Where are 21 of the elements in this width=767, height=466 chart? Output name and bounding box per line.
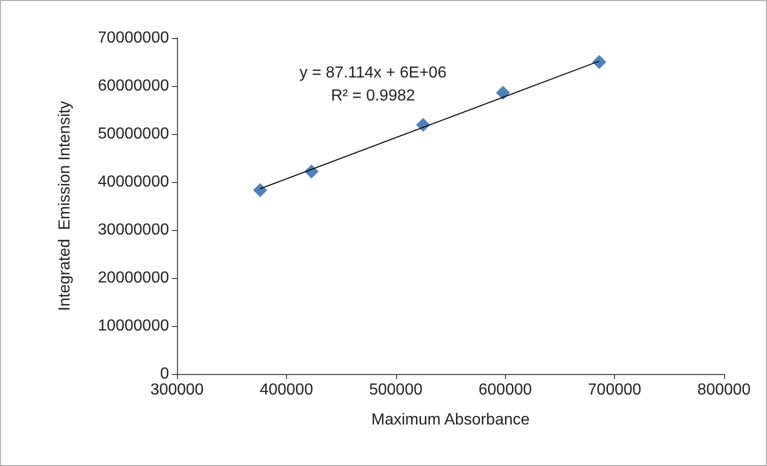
point [253, 183, 268, 198]
y-tick-label: 10000000 [98, 318, 170, 334]
annotation: y = 87.114x + 6E+06 [300, 64, 447, 82]
y-tick-label: 40000000 [98, 174, 170, 190]
x-tick-label: 400000 [260, 382, 314, 398]
x-tick-label: 500000 [369, 382, 423, 398]
x-axis-title: Maximum Absorbance [371, 412, 530, 428]
point [496, 86, 510, 100]
point [592, 55, 606, 69]
y-tick-label: 20000000 [98, 270, 170, 286]
y-tick-label: 0 [160, 366, 170, 382]
annotation: R² = 0.9982 [330, 88, 416, 104]
y-tick-label: 70000000 [98, 30, 170, 46]
x-tick-label: 800000 [697, 382, 751, 398]
x-tick-label: 700000 [588, 382, 642, 398]
y-axis-title: Integrated Emission Intensity [56, 101, 74, 311]
x-tick-label: 600000 [478, 382, 532, 398]
y-tick-label: 30000000 [98, 222, 170, 238]
x-tick-label: 300000 [150, 382, 204, 398]
y-tick-label: 50000000 [98, 126, 170, 142]
y-tick-label: 60000000 [98, 78, 170, 94]
